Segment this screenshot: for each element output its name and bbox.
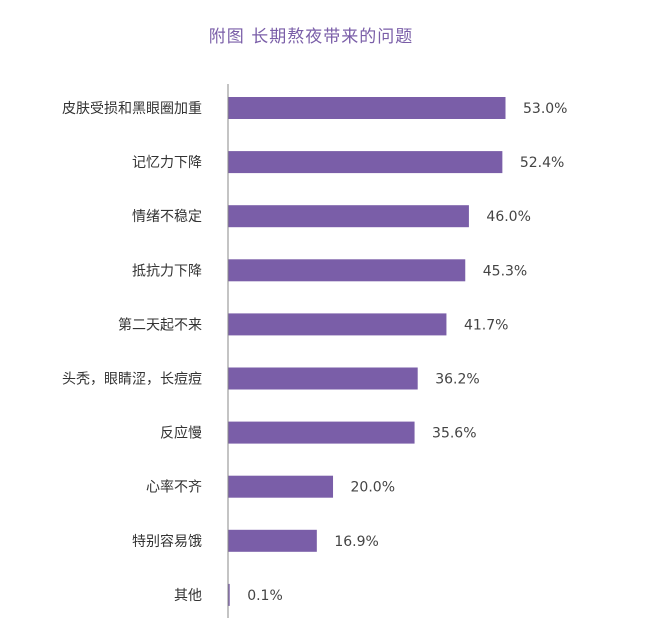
bar [228,151,503,174]
value-label: 20.0% [351,480,395,496]
category-label: 其他 [174,588,202,604]
bar [228,313,447,336]
value-label: 46.0% [486,209,530,225]
bar [228,205,469,228]
bar [228,259,466,282]
value-label: 53.0% [523,101,567,117]
bar [228,421,415,444]
value-label: 35.6% [432,426,476,442]
category-label: 心率不齐 [146,479,202,496]
value-label: 36.2% [435,372,479,388]
category-label: 皮肤受损和黑眼圈加重 [62,101,202,117]
category-label: 头秃，眼睛涩，长痘痘 [62,372,202,388]
value-labels-group: 53.0% 52.4% 46.0% 45.3% 41.7% 36.2% 35.6% 20.0%… [247,101,567,604]
value-label: 45.3% [483,263,527,279]
value-label: 41.7% [464,317,508,333]
bar [228,97,506,119]
bar [228,529,317,552]
category-label: 反应慢 [160,425,202,442]
category-label: 特别容易饿 [132,533,202,550]
value-label: 52.4% [520,155,564,171]
category-label: 抵抗力下降 [132,263,202,279]
value-label: 0.1% [247,588,283,604]
bar [228,367,418,390]
category-label: 第二天起不来 [118,316,202,333]
bars-group [228,97,506,606]
chart-title: 附图 长期熬夜带来的问题 [208,27,414,47]
category-label: 记忆力下降 [132,155,202,171]
bar [228,583,230,606]
bar [228,475,334,498]
category-labels-group: 皮肤受损和黑眼圈加重记忆力下降情绪不稳定抵抗力下降第二天起不来头秃，眼睛涩，长痘… [62,101,202,604]
category-label: 情绪不稳定 [132,209,202,225]
value-label: 16.9% [334,534,378,550]
